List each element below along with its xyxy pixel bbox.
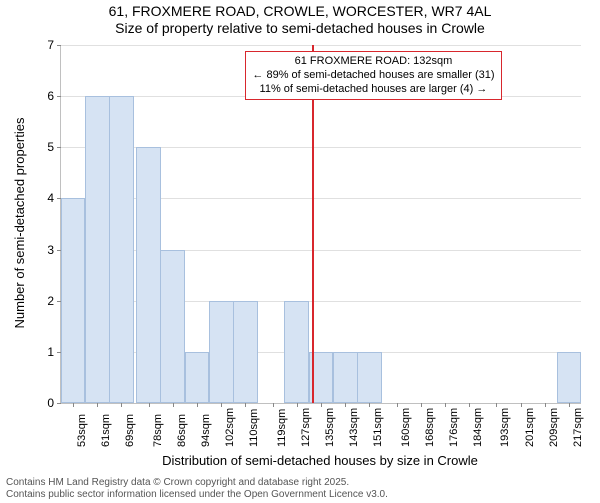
chart-title-line2: Size of property relative to semi-detach… xyxy=(0,20,600,36)
histogram-bar xyxy=(185,352,210,403)
x-tick-label: 151sqm xyxy=(372,408,384,447)
x-tick-label: 78sqm xyxy=(152,414,164,447)
y-tick-label: 7 xyxy=(34,38,54,52)
footer-line1: Contains HM Land Registry data © Crown c… xyxy=(6,477,388,489)
x-tick-mark xyxy=(397,403,398,407)
x-tick-label: 135sqm xyxy=(324,408,336,447)
y-tick-label: 5 xyxy=(34,140,54,154)
histogram-bar xyxy=(61,198,86,403)
histogram-bar xyxy=(333,352,358,403)
annotation-box: 61 FROXMERE ROAD: 132sqm ← 89% of semi-d… xyxy=(245,51,501,100)
x-tick-label: 184sqm xyxy=(472,408,484,447)
histogram-bar xyxy=(357,352,382,403)
x-tick-mark xyxy=(469,403,470,407)
footer-attribution: Contains HM Land Registry data © Crown c… xyxy=(6,477,388,501)
x-tick-mark xyxy=(297,403,298,407)
x-tick-label: 119sqm xyxy=(276,409,288,447)
x-tick-mark xyxy=(569,403,570,407)
x-tick-label: 53sqm xyxy=(76,414,88,447)
x-tick-mark xyxy=(121,403,122,407)
x-tick-label: 127sqm xyxy=(300,408,312,447)
x-tick-mark xyxy=(221,403,222,407)
x-tick-mark xyxy=(445,403,446,407)
x-tick-mark xyxy=(173,403,174,407)
x-tick-mark xyxy=(73,403,74,407)
y-tick-mark xyxy=(57,403,61,404)
histogram-bar xyxy=(209,301,234,403)
y-tick-label: 1 xyxy=(34,345,54,359)
histogram-bar xyxy=(233,301,258,403)
x-tick-mark xyxy=(273,403,274,407)
x-tick-label: 94sqm xyxy=(200,414,212,447)
property-size-chart: 61, FROXMERE ROAD, CROWLE, WORCESTER, WR… xyxy=(0,3,600,503)
x-tick-label: 176sqm xyxy=(448,408,460,447)
x-tick-mark xyxy=(521,403,522,407)
histogram-bar xyxy=(557,352,582,403)
plot-area: 61 FROXMERE ROAD: 132sqm ← 89% of semi-d… xyxy=(60,45,581,404)
histogram-bar xyxy=(160,250,185,403)
x-tick-mark xyxy=(345,403,346,407)
y-tick-mark xyxy=(57,147,61,148)
x-tick-mark xyxy=(496,403,497,407)
y-tick-label: 3 xyxy=(34,243,54,257)
x-tick-mark xyxy=(421,403,422,407)
x-tick-label: 217sqm xyxy=(572,408,584,447)
gridline xyxy=(61,45,581,46)
y-tick-mark xyxy=(57,96,61,97)
x-tick-label: 160sqm xyxy=(400,408,412,447)
footer-line2: Contains public sector information licen… xyxy=(6,489,388,501)
histogram-bar xyxy=(136,147,161,403)
x-tick-mark xyxy=(545,403,546,407)
x-tick-mark xyxy=(369,403,370,407)
x-tick-mark xyxy=(245,403,246,407)
x-tick-mark xyxy=(97,403,98,407)
x-tick-label: 61sqm xyxy=(100,414,112,447)
x-tick-label: 168sqm xyxy=(424,408,436,447)
x-tick-label: 86sqm xyxy=(176,414,188,447)
y-tick-label: 0 xyxy=(34,396,54,410)
x-tick-mark xyxy=(197,403,198,407)
y-tick-label: 2 xyxy=(34,294,54,308)
x-tick-label: 69sqm xyxy=(124,414,136,447)
annotation-line3: 11% of semi-detached houses are larger (… xyxy=(252,83,494,97)
x-tick-label: 110sqm xyxy=(248,409,260,447)
histogram-bar xyxy=(284,301,309,403)
annotation-line2: ← 89% of semi-detached houses are smalle… xyxy=(252,69,494,83)
x-tick-label: 143sqm xyxy=(348,408,360,447)
annotation-line1: 61 FROXMERE ROAD: 132sqm xyxy=(252,55,494,69)
x-tick-label: 209sqm xyxy=(548,408,560,447)
x-tick-mark xyxy=(321,403,322,407)
x-tick-mark xyxy=(149,403,150,407)
x-tick-label: 193sqm xyxy=(499,408,511,447)
x-tick-label: 102sqm xyxy=(224,408,236,447)
x-axis-label: Distribution of semi-detached houses by … xyxy=(60,453,580,468)
x-tick-label: 201sqm xyxy=(524,408,536,447)
y-tick-label: 4 xyxy=(34,191,54,205)
y-tick-mark xyxy=(57,45,61,46)
histogram-bar xyxy=(109,96,134,403)
chart-title-line1: 61, FROXMERE ROAD, CROWLE, WORCESTER, WR… xyxy=(0,3,600,19)
y-tick-label: 6 xyxy=(34,89,54,103)
histogram-bar xyxy=(85,96,110,403)
